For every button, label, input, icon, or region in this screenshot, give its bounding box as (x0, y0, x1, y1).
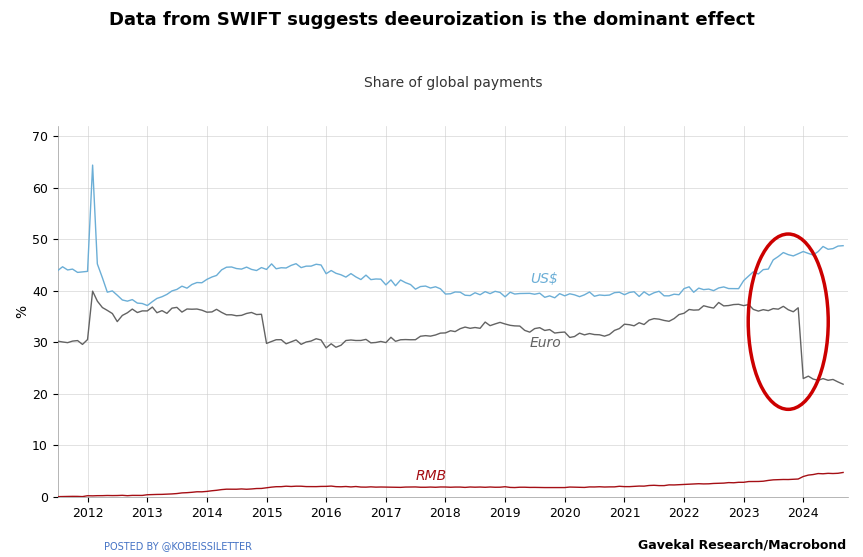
Text: Data from SWIFT suggests deeuroization is the dominant effect: Data from SWIFT suggests deeuroization i… (109, 11, 754, 29)
Y-axis label: %: % (15, 305, 29, 318)
Text: RMB: RMB (415, 470, 446, 483)
Text: POSTED BY @KOBEISSILETTER: POSTED BY @KOBEISSILETTER (104, 541, 251, 551)
Title: Share of global payments: Share of global payments (363, 76, 542, 90)
Text: Euro: Euro (530, 336, 562, 350)
Text: US$: US$ (530, 272, 557, 286)
Text: Gavekal Research/Macrobond: Gavekal Research/Macrobond (638, 539, 846, 551)
